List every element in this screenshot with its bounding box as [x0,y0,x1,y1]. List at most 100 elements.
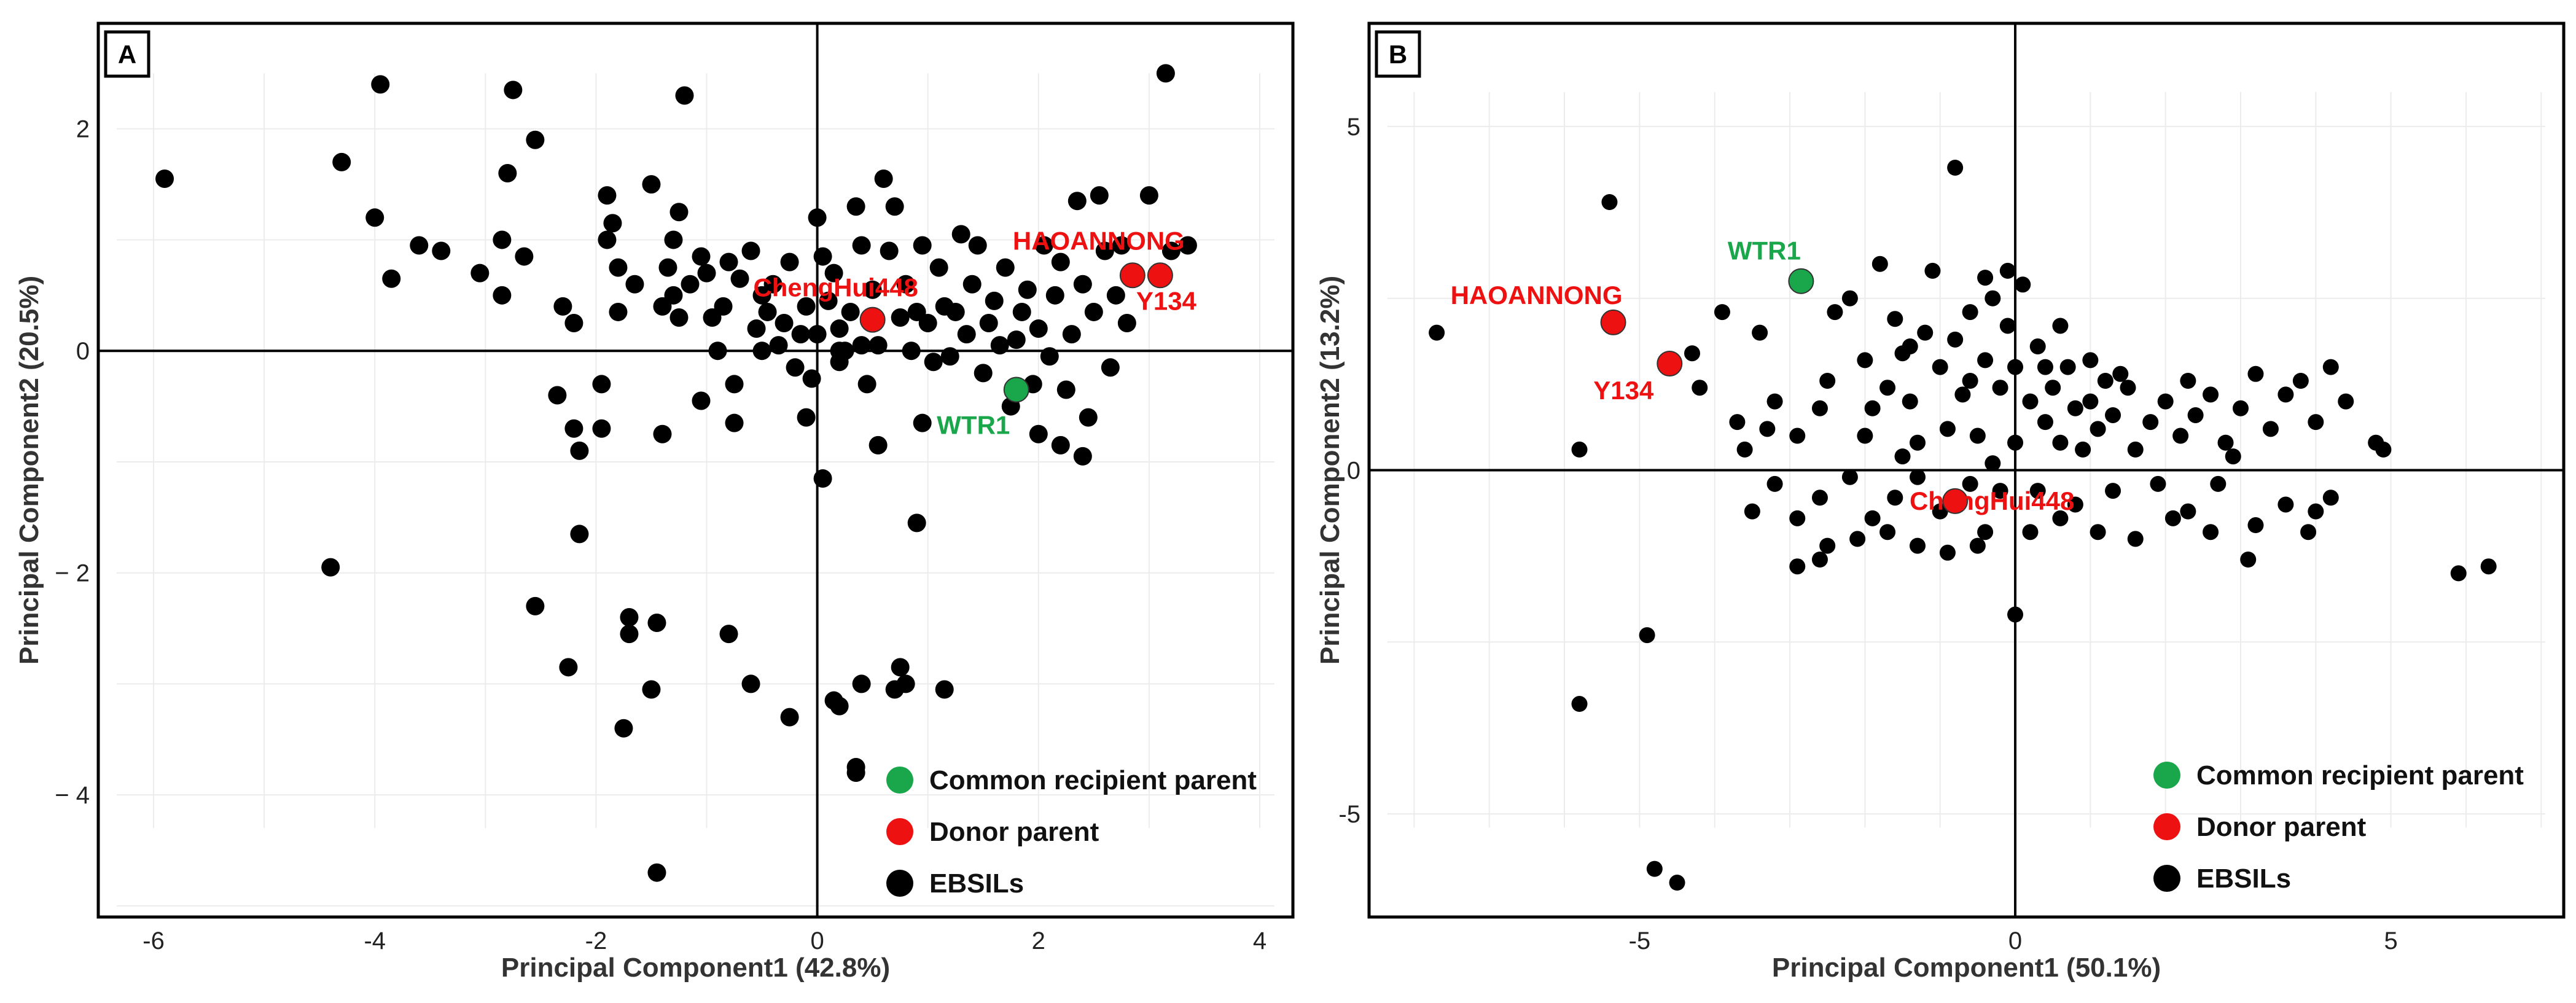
data-point [1811,490,1828,506]
data-point [808,325,827,344]
data-point [570,525,589,544]
data-point [2127,441,2144,458]
data-point [1684,345,1701,362]
data-point [1939,421,1956,437]
data-point [951,225,970,244]
data-point [1752,324,1768,341]
legend-label: EBSILs [929,868,1024,899]
data-point [2150,475,2166,492]
data-point [658,258,677,277]
parent-point [1942,488,1969,514]
data-point [614,719,633,738]
data-point [1112,236,1131,255]
y-tick-label: 0 [76,338,90,365]
x-tick-label: 0 [2008,927,2022,954]
data-point [2090,524,2106,541]
legend-label: Common recipient parent [2196,760,2524,790]
data-point [2090,421,2106,437]
point-label: Y134 [1593,376,1654,405]
data-point [2338,393,2354,410]
data-point [155,170,174,189]
data-point [918,314,937,333]
data-point [2225,448,2241,465]
data-point [2059,359,2076,375]
series-donor-parent: ChengHui448 HAOANNONG Y134 [753,226,1197,333]
data-point [1789,510,1806,526]
data-point [907,513,926,533]
parent-point [859,306,886,333]
data-point [868,435,888,455]
data-point [2105,483,2121,499]
point-label: HAOANNONG [1013,226,1185,255]
data-point [763,275,783,294]
series-common-recipient-parent: WTR1 [937,377,1029,439]
data-point [2022,524,2039,541]
x-tick-label: -2 [585,927,607,954]
x-tick-label: 5 [2384,927,2398,954]
y-tick-label: − 4 [55,782,90,809]
data-point [620,625,639,644]
legend-label: Common recipient parent [929,765,1257,795]
point-label: Y134 [1136,286,1197,315]
data-point [2232,400,2249,416]
x-axis-title: Principal Component1 (42.8%) [501,953,890,983]
data-point [846,763,865,782]
data-point [1819,373,1836,389]
data-point [681,275,700,294]
data-point [962,275,982,294]
data-point [924,353,943,372]
y-tick-label: 2 [76,116,90,143]
data-point [885,197,904,216]
data-point [2029,483,2046,499]
data-point [1095,241,1114,260]
data-point [470,263,490,283]
data-point [1156,64,1175,83]
data-point [1962,304,1978,321]
data-point [714,297,733,316]
data-point [2277,386,2294,403]
data-point [2164,510,2181,526]
data-point [1736,441,1753,458]
data-point [2308,414,2324,431]
data-point [548,386,567,405]
data-point [2157,393,2174,410]
data-point [1985,455,2001,472]
data-point [857,375,876,394]
data-point [824,263,843,283]
data-point [1759,421,1776,437]
data-point [1857,352,1873,369]
data-point [564,314,584,333]
data-point [2203,386,2219,403]
data-point [1977,270,1994,286]
legend-marker [886,767,913,794]
data-point [1139,186,1158,205]
data-point [719,252,738,271]
data-point [741,674,760,693]
data-point [769,336,788,355]
y-tick-label: -5 [1338,801,1360,828]
data-point [2247,517,2264,534]
data-point [1999,318,2016,334]
data-point [598,230,617,249]
data-point [647,614,666,633]
legend-label: EBSILs [2196,864,2291,894]
data-point [1917,324,1934,341]
data-point [1879,380,1896,396]
data-point [946,302,965,321]
data-point [2292,373,2309,389]
data-point [564,419,584,438]
y-tick-label: 5 [1347,114,1360,141]
data-point [1161,241,1181,260]
data-point [1872,256,1888,272]
data-point [2105,407,2121,423]
x-tick-label: 2 [1032,927,1045,954]
data-point [819,291,838,310]
data-point [1857,427,1873,444]
point-label: HAOANNONG [1451,281,1623,310]
data-point [1062,325,1081,344]
data-point [1819,537,1836,554]
data-point [868,336,888,355]
data-point [2240,552,2257,568]
data-point [730,269,749,288]
data-point [2097,373,2113,389]
